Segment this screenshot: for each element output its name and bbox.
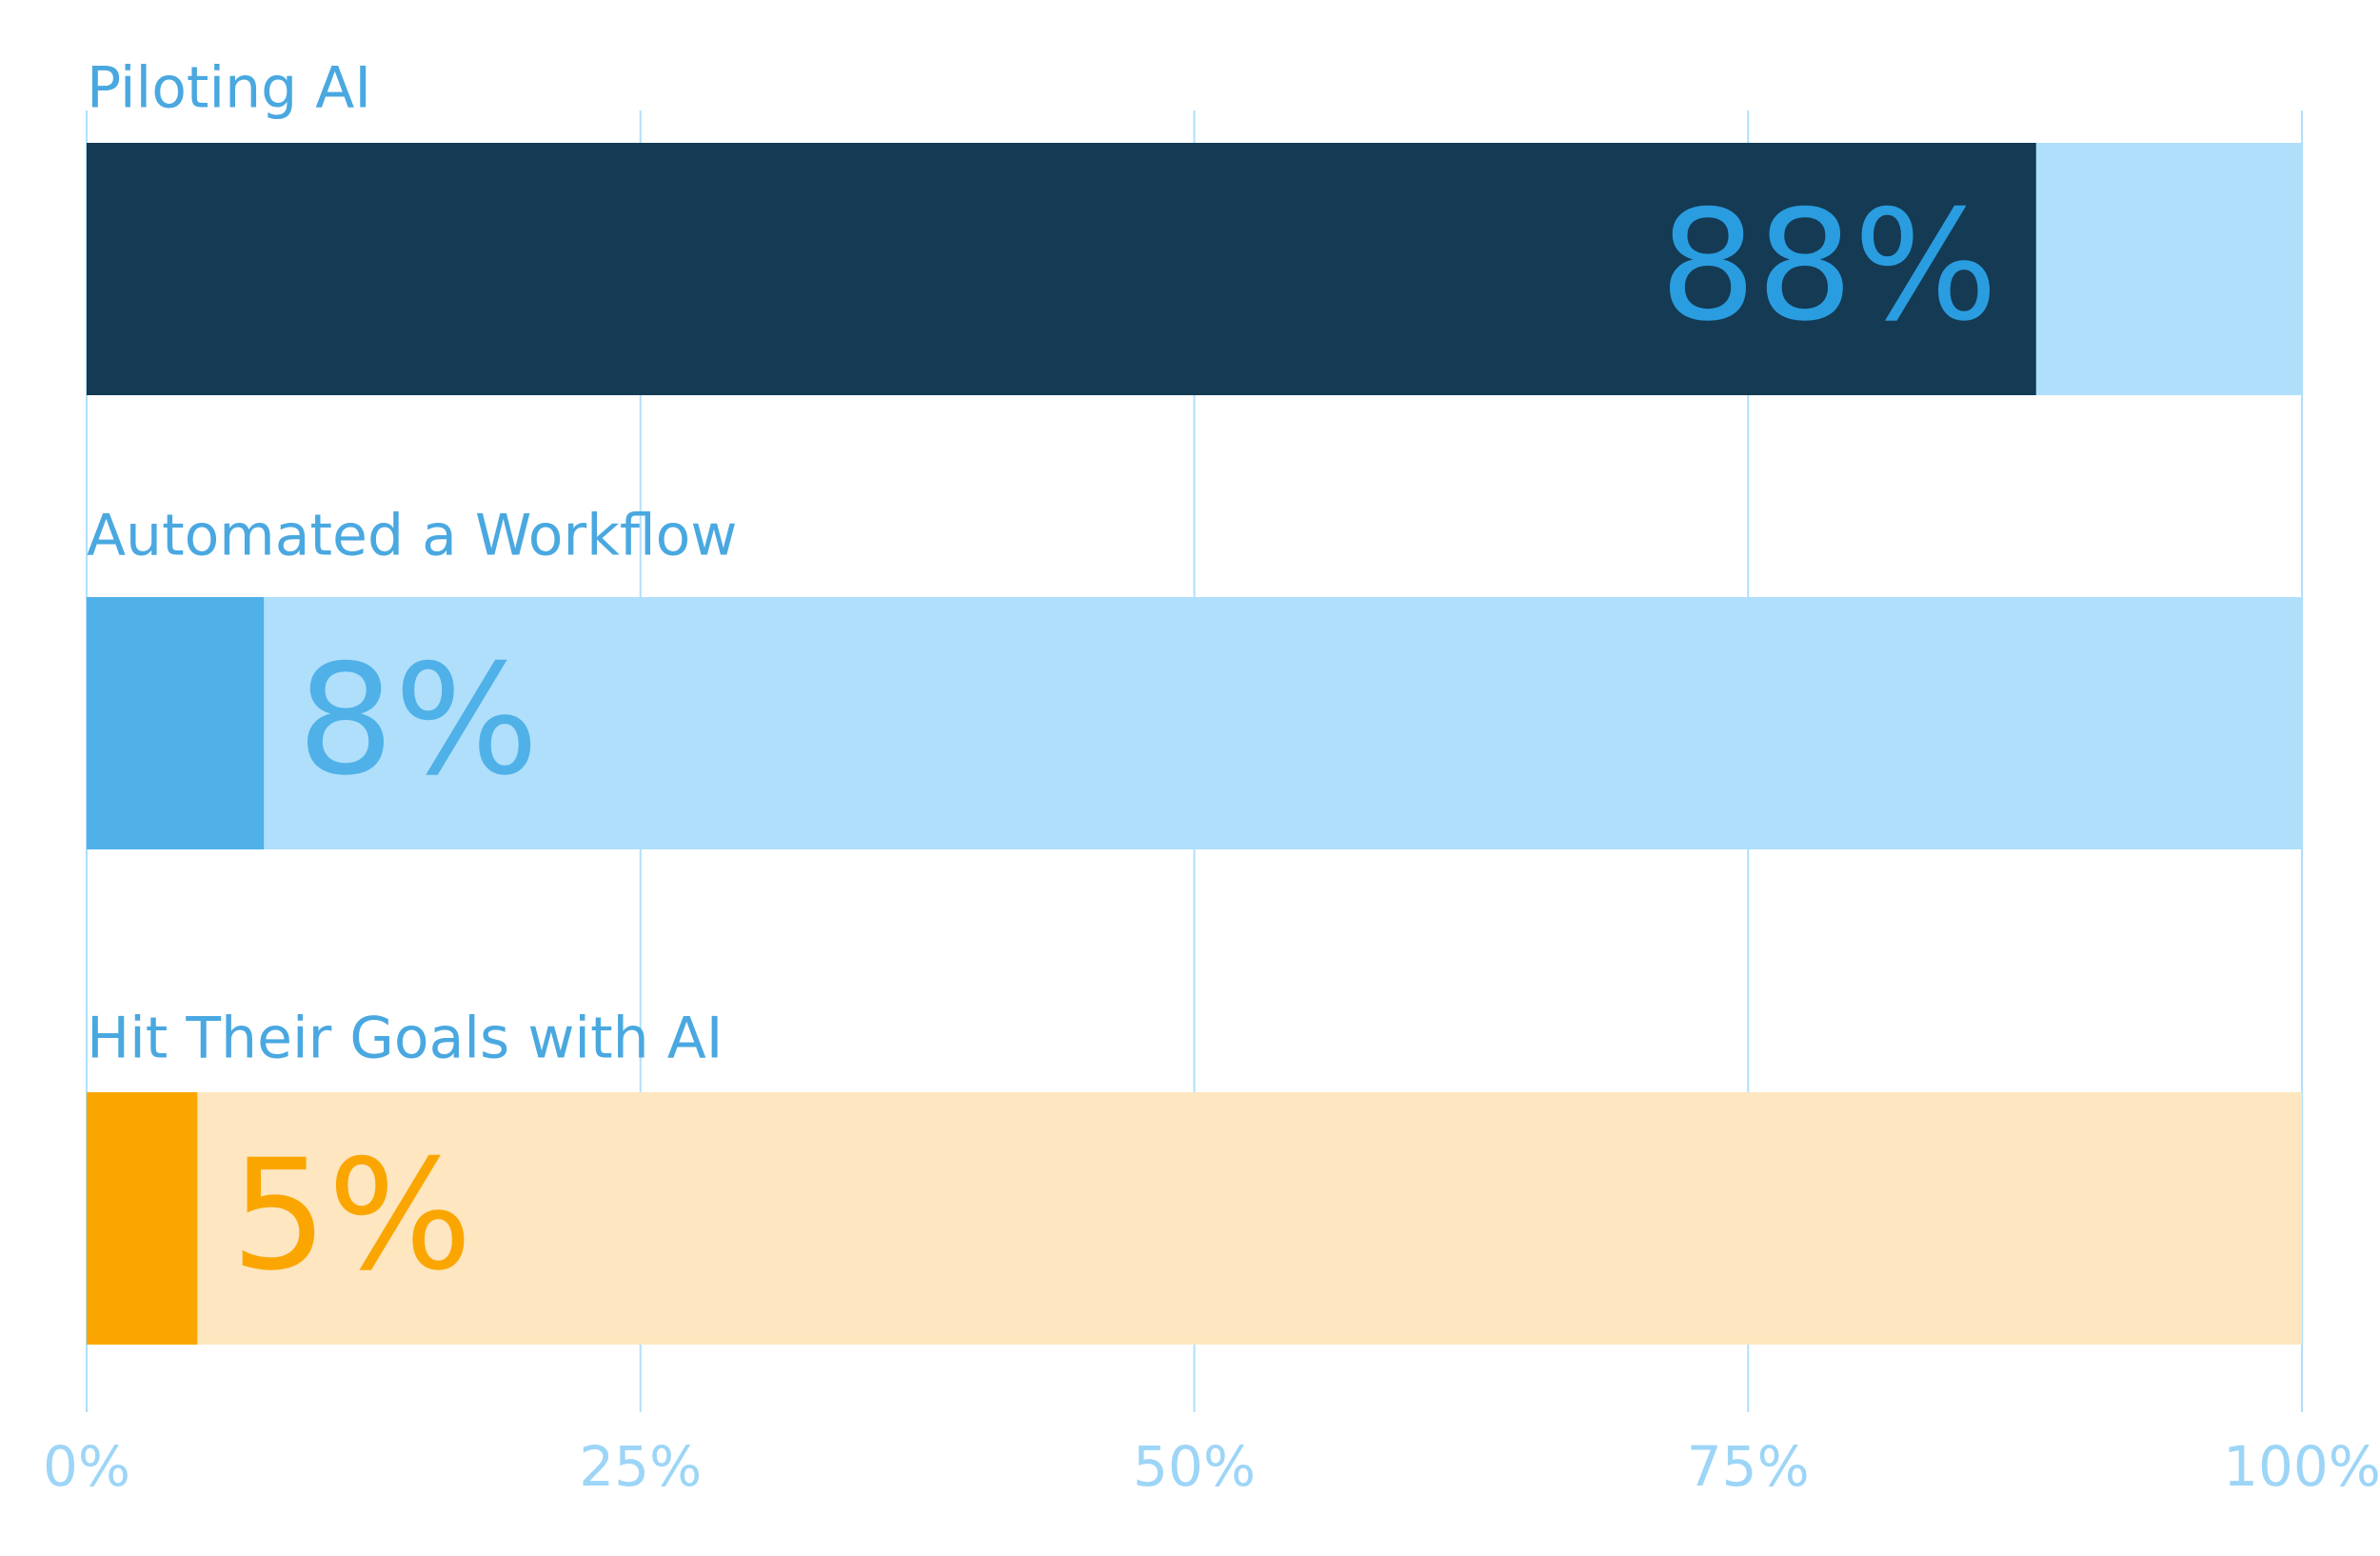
value-label: 5% (230, 1126, 472, 1304)
bar (87, 143, 2036, 395)
x-tick-label: 100% (2223, 1434, 2380, 1499)
x-tick-label: 25% (579, 1434, 702, 1499)
bar-track (87, 597, 2302, 849)
value-label: 88% (1659, 176, 1998, 354)
bar (87, 597, 265, 849)
value-label: 8% (297, 630, 539, 808)
category-label: Automated a Workflow (87, 503, 737, 569)
category-label: Hit Their Goals with AI (87, 1006, 723, 1072)
x-tick-label: 50% (1133, 1434, 1256, 1499)
bar (87, 1092, 198, 1345)
x-tick-label: 75% (1687, 1434, 1810, 1499)
x-tick-label: 0% (43, 1434, 130, 1499)
bar-track (87, 1092, 2302, 1345)
category-label: Piloting AI (87, 55, 371, 122)
